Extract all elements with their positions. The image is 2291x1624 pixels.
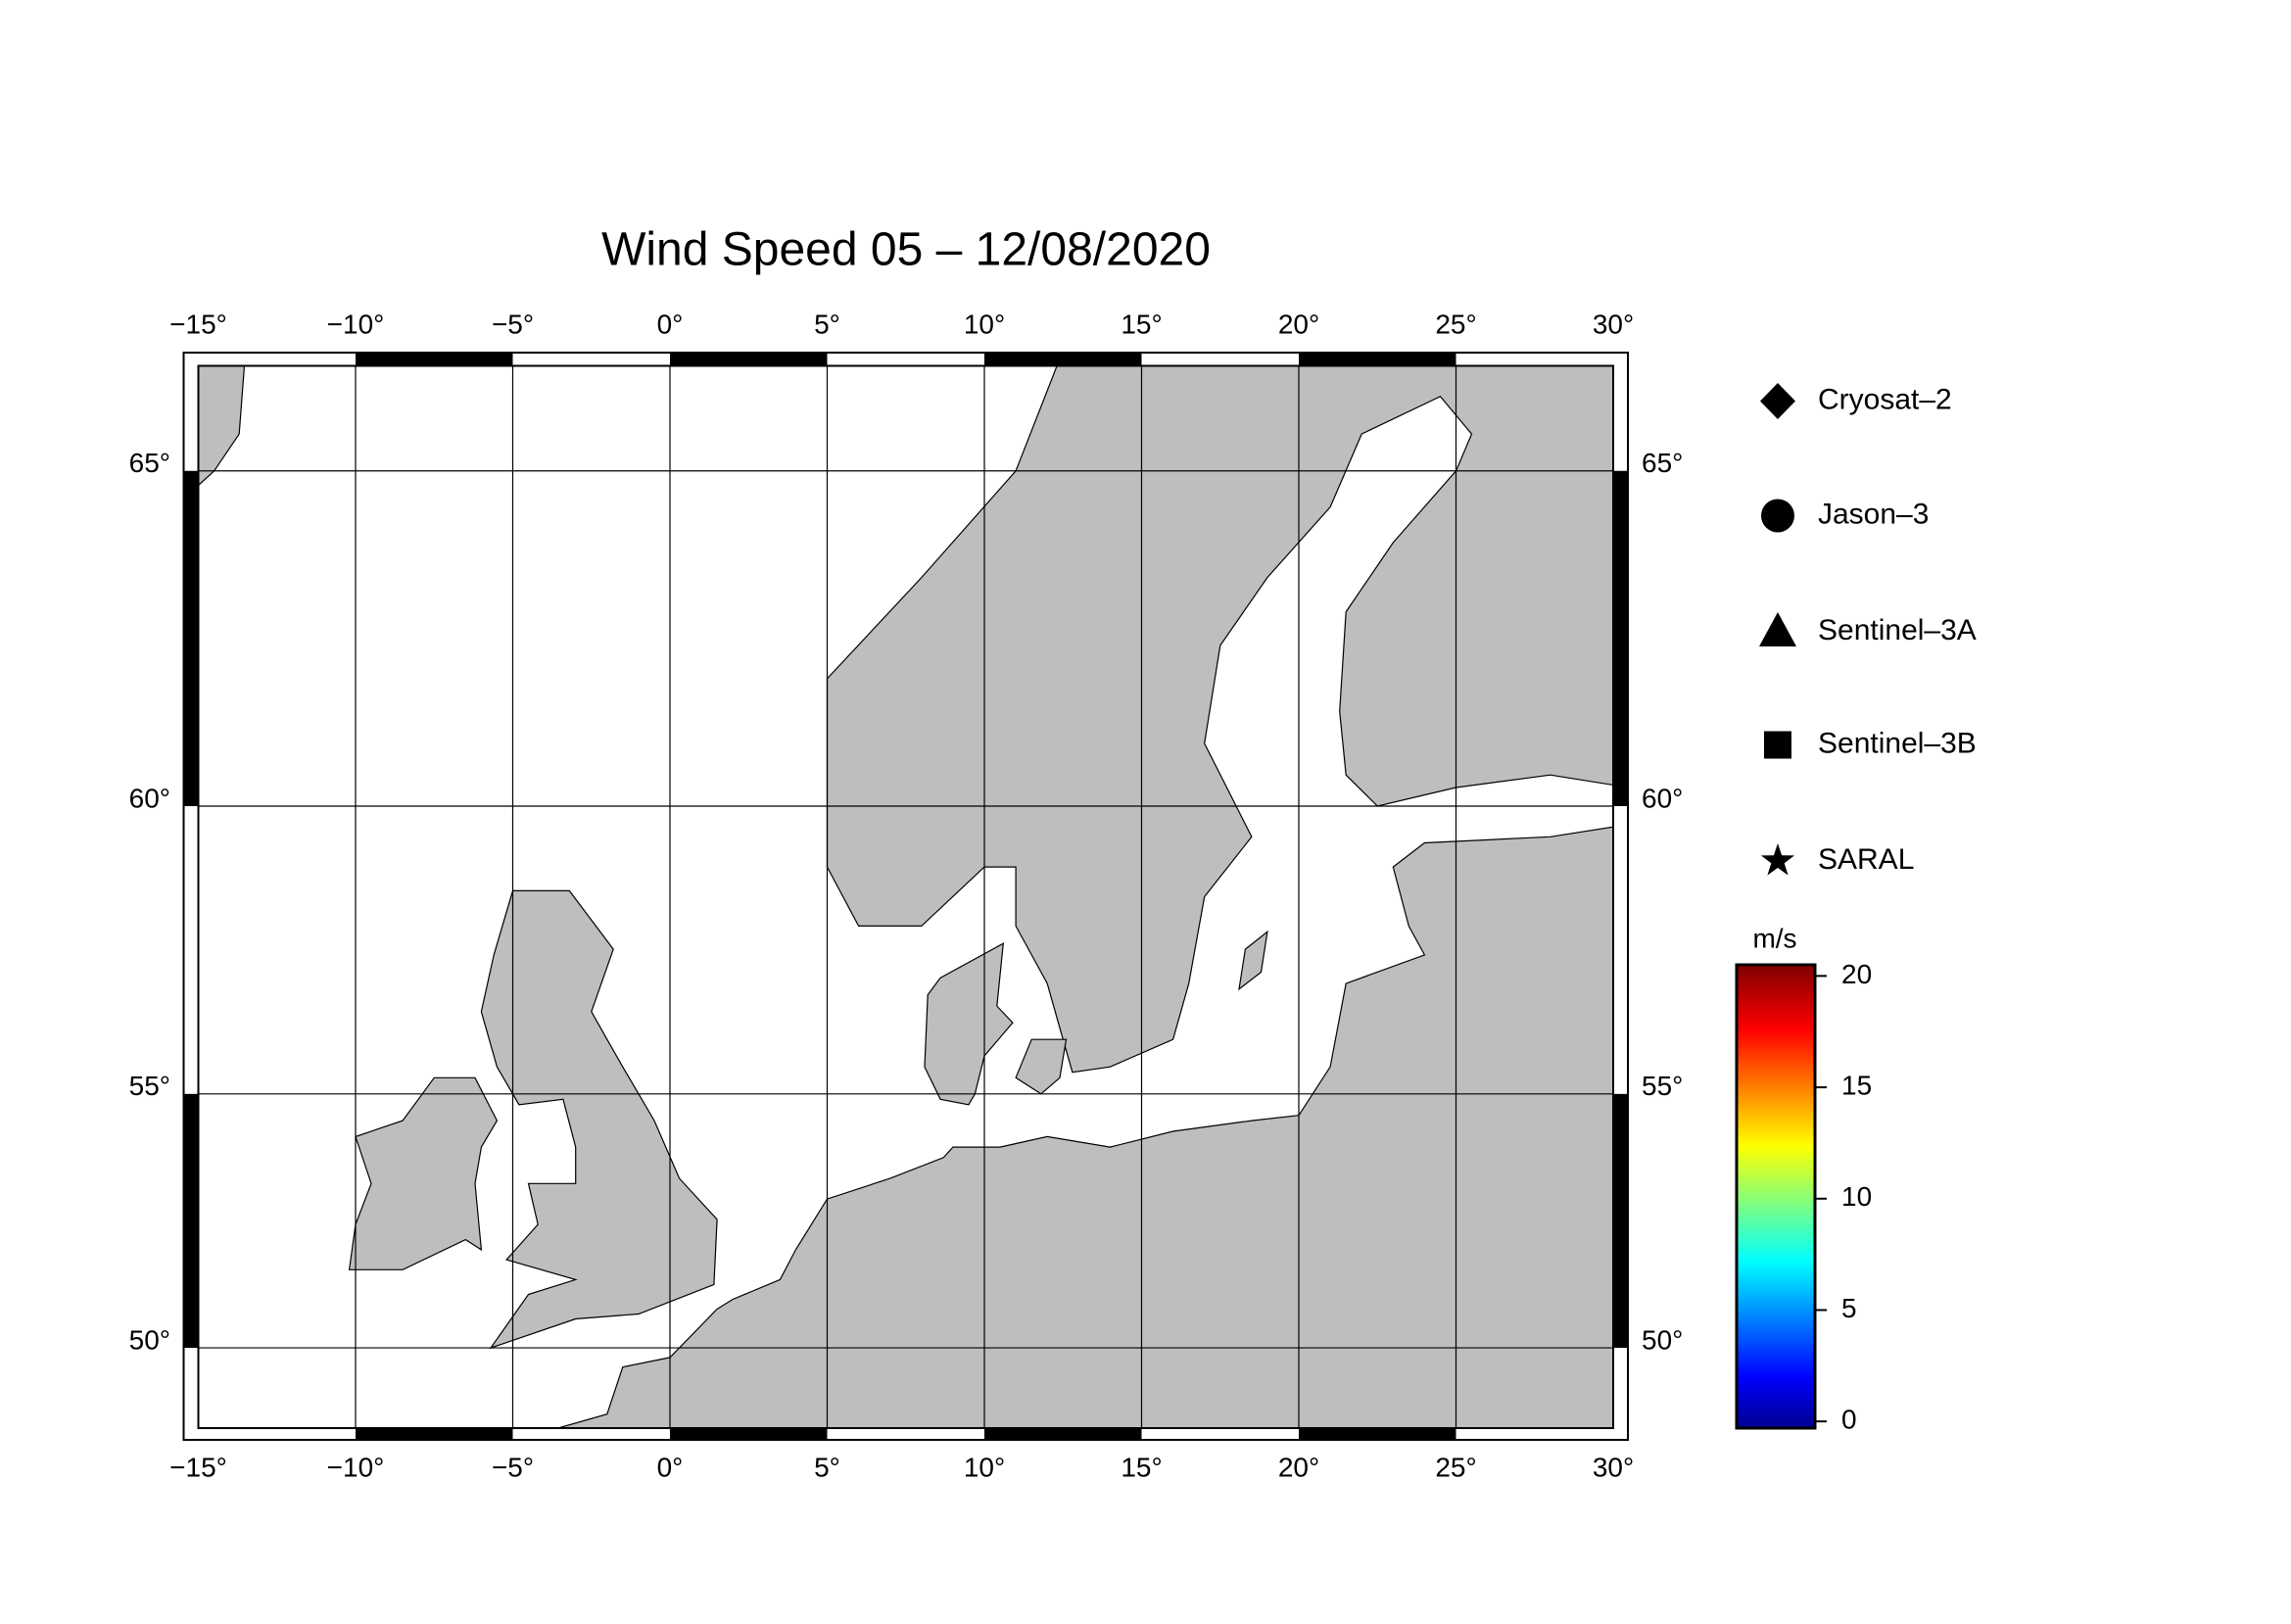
land [198,365,246,487]
colorbar-tick-label: 15 [1841,1070,1872,1100]
lon-tick-label: 10° [964,309,1005,339]
land [480,889,718,1350]
frame-band [356,1428,513,1440]
frame-outer [182,352,1629,1441]
land [348,1076,499,1270]
frame-band [670,353,828,366]
lon-tick-label: 15° [1121,309,1162,339]
legend-label: Sentinel–3B [1818,727,1977,759]
frame-band [670,1428,828,1440]
frame-band [984,1428,1142,1440]
colorbar: m/s 0 5 10 15 20 [1735,923,1872,1435]
frame-band [1299,353,1456,366]
legend-label: Jason–3 [1818,498,1929,530]
lat-tick-label: 55° [1642,1071,1683,1101]
frame-band [984,353,1142,366]
legend-symbol [1761,499,1794,533]
lon-tick-label: −5° [492,309,534,339]
legend-label: SARAL [1818,843,1914,876]
colorbar-unit: m/s [1752,923,1796,953]
lon-tick-label: 15° [1121,1452,1162,1482]
lat-tick-label: 60° [1642,783,1683,813]
legend-symbol [1764,731,1791,759]
lon-tick-label: 5° [814,309,840,339]
frame-band [1299,1428,1456,1440]
lon-tick-label: 0° [657,1452,684,1482]
lon-tick-label: 30° [1593,1452,1634,1482]
colorbar-tick-label: 10 [1841,1181,1872,1212]
lon-tick-label: 10° [964,1452,1005,1482]
land [1238,930,1268,991]
legend-symbol [1759,612,1796,646]
lat-tick-label: 55° [129,1071,170,1101]
land [924,942,1014,1106]
lon-tick-label: 25° [1435,309,1476,339]
lon-tick-label: 25° [1435,1452,1476,1482]
frame-band [183,1093,199,1349]
legend-symbol [1760,383,1795,419]
legend-label: Sentinel–3A [1818,614,1977,646]
lat-tick-label: 65° [1642,448,1683,478]
lat-tick-label: 60° [129,783,170,813]
lon-tick-label: 30° [1593,309,1634,339]
lon-tick-label: 20° [1278,309,1319,339]
legend-label: Cryosat–2 [1818,383,1952,415]
lon-tick-label: 20° [1278,1452,1319,1482]
frame-band [1613,470,1628,806]
frame-band [356,353,513,366]
map-title: Wind Speed 05 – 12/08/2020 [601,224,1211,276]
lat-tick-label: 65° [129,448,170,478]
lat-tick-label: 50° [129,1324,170,1355]
legend-symbol [1760,843,1795,876]
frame-band [183,470,199,806]
lon-tick-label: −10° [327,309,385,339]
colorbar-tick-label: 5 [1841,1293,1857,1323]
lon-tick-label: 5° [814,1452,840,1482]
lon-tick-label: −5° [492,1452,534,1482]
lon-tick-label: −15° [169,309,227,339]
colorbar-scale [1735,963,1817,1430]
lon-tick-label: −10° [327,1452,385,1482]
map-area: −15° −15° −10° −10° −5° −5° 0° 0° 5° 5° 10° 10° 15° 1… [129,309,1684,1482]
land [1015,1038,1068,1095]
colorbar-tick-label: 20 [1841,959,1872,989]
colorbar-tick-label: 0 [1841,1405,1857,1435]
lat-tick-label: 50° [1642,1324,1683,1355]
frame-band [1613,1093,1628,1349]
legend: Cryosat–2 Jason–3 Sentinel–3A Sentinel–3… [1759,383,1977,876]
lon-tick-label: 0° [657,309,684,339]
lon-tick-label: −15° [169,1452,227,1482]
